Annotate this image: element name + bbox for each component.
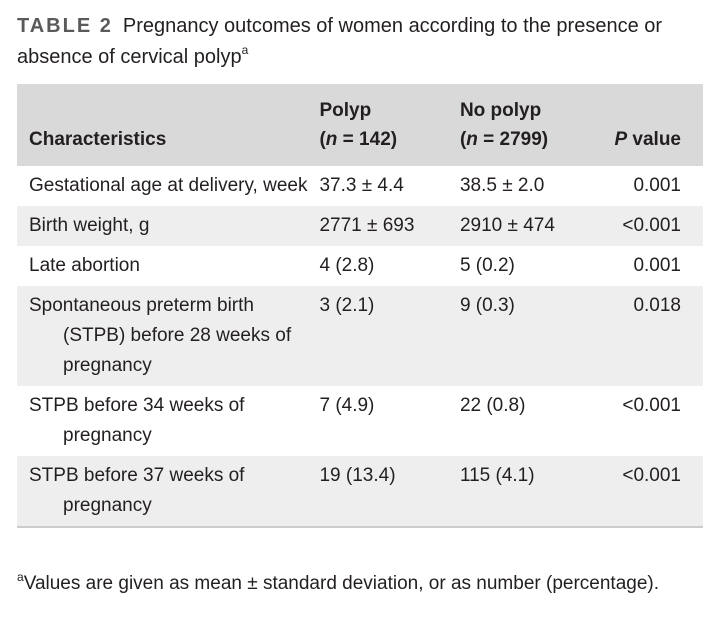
table-footnote: aValues are given as mean ± standard dev… (17, 569, 697, 598)
header-polyp: Polyp (n = 142) (319, 84, 460, 166)
row-p-value: <0.001 (622, 395, 681, 416)
row-characteristic: Spontaneous preterm birth (STPB) before … (17, 286, 320, 386)
table-row: Spontaneous preterm birth (STPB) before … (17, 286, 703, 386)
row-characteristic: STPB before 37 weeks of pregnancy (17, 456, 320, 528)
row-no-polyp-value: 5 (0.2) (459, 255, 515, 276)
row-p-value: 0.018 (592, 286, 703, 386)
row-polyp-value: 4 (2.8) (319, 255, 375, 276)
table-label: TABLE 2 (17, 15, 113, 37)
table-caption: TABLE 2 Pregnancy outcomes of women accor… (17, 11, 697, 73)
row-characteristic: Late abortion (29, 255, 140, 276)
footnote-text: Values are given as mean ± standard devi… (23, 573, 660, 594)
row-p-value: 0.001 (633, 175, 681, 196)
row-characteristic: STPB before 34 weeks of pregnancy (29, 395, 245, 446)
caption-footnote-marker: a (241, 43, 249, 57)
outcomes-table: Characteristics Polyp (n = 142) No polyp… (17, 84, 703, 528)
row-polyp-value: 3 (2.1) (319, 286, 460, 386)
table-title: Pregnancy outcomes of women according to… (17, 15, 663, 68)
header-no-polyp: No polyp (n = 2799) (459, 84, 593, 166)
header-row: Characteristics Polyp (n = 142) No polyp… (17, 84, 703, 166)
row-no-polyp-value: 22 (0.8) (459, 395, 526, 416)
row-no-polyp-value: 2910 ± 474 (459, 206, 593, 246)
row-p-value: <0.001 (592, 206, 703, 246)
row-p-value: 0.001 (633, 255, 681, 276)
header-p-value: P value (592, 84, 703, 166)
row-polyp-value: 7 (4.9) (319, 395, 375, 416)
footnote-marker: a (17, 570, 24, 584)
table-row: Birth weight, g 2771 ± 693 2910 ± 474 <0… (17, 206, 703, 246)
header-characteristics: Characteristics (17, 84, 320, 166)
row-polyp-value: 37.3 ± 4.4 (319, 175, 404, 196)
row-no-polyp-value: 9 (0.3) (459, 286, 593, 386)
row-no-polyp-value: 38.5 ± 2.0 (459, 175, 545, 196)
row-no-polyp-value: 115 (4.1) (459, 456, 593, 528)
table-row: STPB before 37 weeks of pregnancy 19 (13… (17, 456, 703, 528)
row-p-value: <0.001 (592, 456, 703, 528)
row-polyp-value: 2771 ± 693 (319, 206, 460, 246)
table-row: Gestational age at delivery, week 37.3 ±… (17, 166, 703, 206)
row-characteristic: Birth weight, g (17, 206, 320, 246)
table-row: STPB before 34 weeks of pregnancy 7 (4.9… (17, 386, 703, 456)
row-characteristic: Gestational age at delivery, week (29, 175, 308, 196)
row-polyp-value: 19 (13.4) (319, 456, 460, 528)
table-row: Late abortion 4 (2.8) 5 (0.2) 0.001 (17, 246, 703, 286)
